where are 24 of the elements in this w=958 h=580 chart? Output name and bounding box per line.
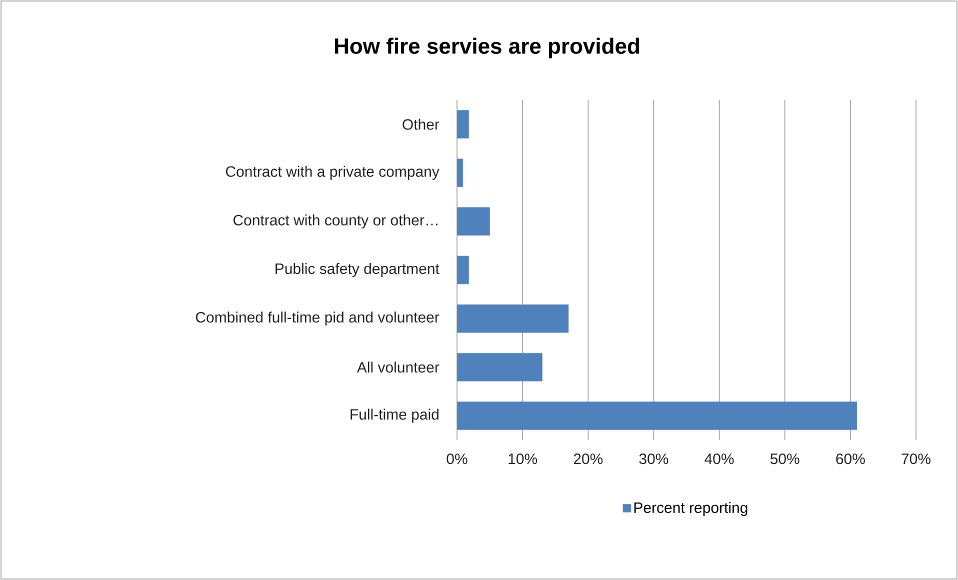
chart-title: How fire servies are provided [335,38,639,58]
bar [457,256,470,284]
x-tick-label: 60% [836,454,865,464]
x-tick-label: 10% [508,454,538,464]
x-tick-label: 20% [574,454,603,464]
bar [457,304,569,333]
bar [457,352,542,382]
x-tick-label: 50% [770,454,800,464]
bar [457,207,490,236]
y-tick-label: Full-time paid [350,408,438,423]
y-tick-label: All volunteer [356,362,440,373]
y-tick-label: Public safety department [276,263,440,277]
y-tick-label: Other [402,118,440,130]
bar [457,402,858,430]
bar [457,110,470,138]
x-tick-label: 40% [704,454,734,464]
y-tick-label: Contract with county or other… [233,214,438,228]
x-tick-label: 70% [902,454,930,464]
y-tick-label: Contract with a private company [226,166,440,180]
x-tick-label: 30% [639,454,668,464]
bar [457,158,464,188]
x-tick-label: 0% [446,454,468,464]
y-tick-label: Combined full-time pid and volunteer [196,312,440,326]
legend-label: Percent reporting [634,502,748,516]
